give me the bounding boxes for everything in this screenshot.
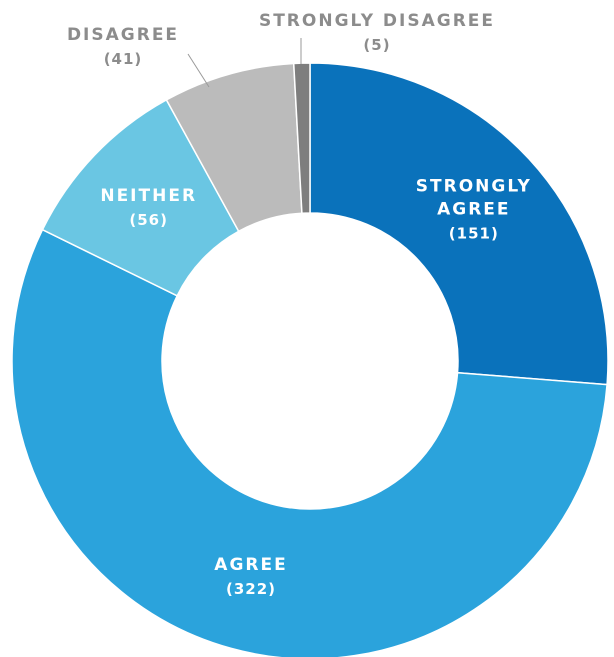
slice-strongly-disagree xyxy=(292,62,311,215)
leader-lines-group xyxy=(187,38,302,88)
slice-label-disagree: DISAGREE xyxy=(67,25,179,45)
slice-count-disagree: (41) xyxy=(104,50,143,68)
slice-label-strongly-agree-line-2: AGREE xyxy=(437,200,510,220)
slice-label-neither: NEITHER xyxy=(100,186,197,206)
slice-strongly-agree xyxy=(309,62,609,386)
slice-agree xyxy=(11,228,608,657)
slice-label-strongly-agree-line-1: STRONGLY xyxy=(416,177,532,197)
slices-group xyxy=(11,62,609,657)
slice-label-agree: AGREE xyxy=(214,555,287,575)
slice-count-strongly-agree: (151) xyxy=(449,225,499,243)
slice-count-strongly-disagree: (5) xyxy=(363,36,390,54)
slice-label-strongly-disagree: STRONGLY DISAGREE xyxy=(259,11,495,31)
slice-count-neither: (56) xyxy=(129,211,168,229)
leader-line-disagree xyxy=(187,53,210,88)
labels-group: STRONGLY AGREE (151) AGREE (322) NEITHER (56) D… xyxy=(67,11,532,598)
slice-count-agree: (322) xyxy=(226,580,276,598)
